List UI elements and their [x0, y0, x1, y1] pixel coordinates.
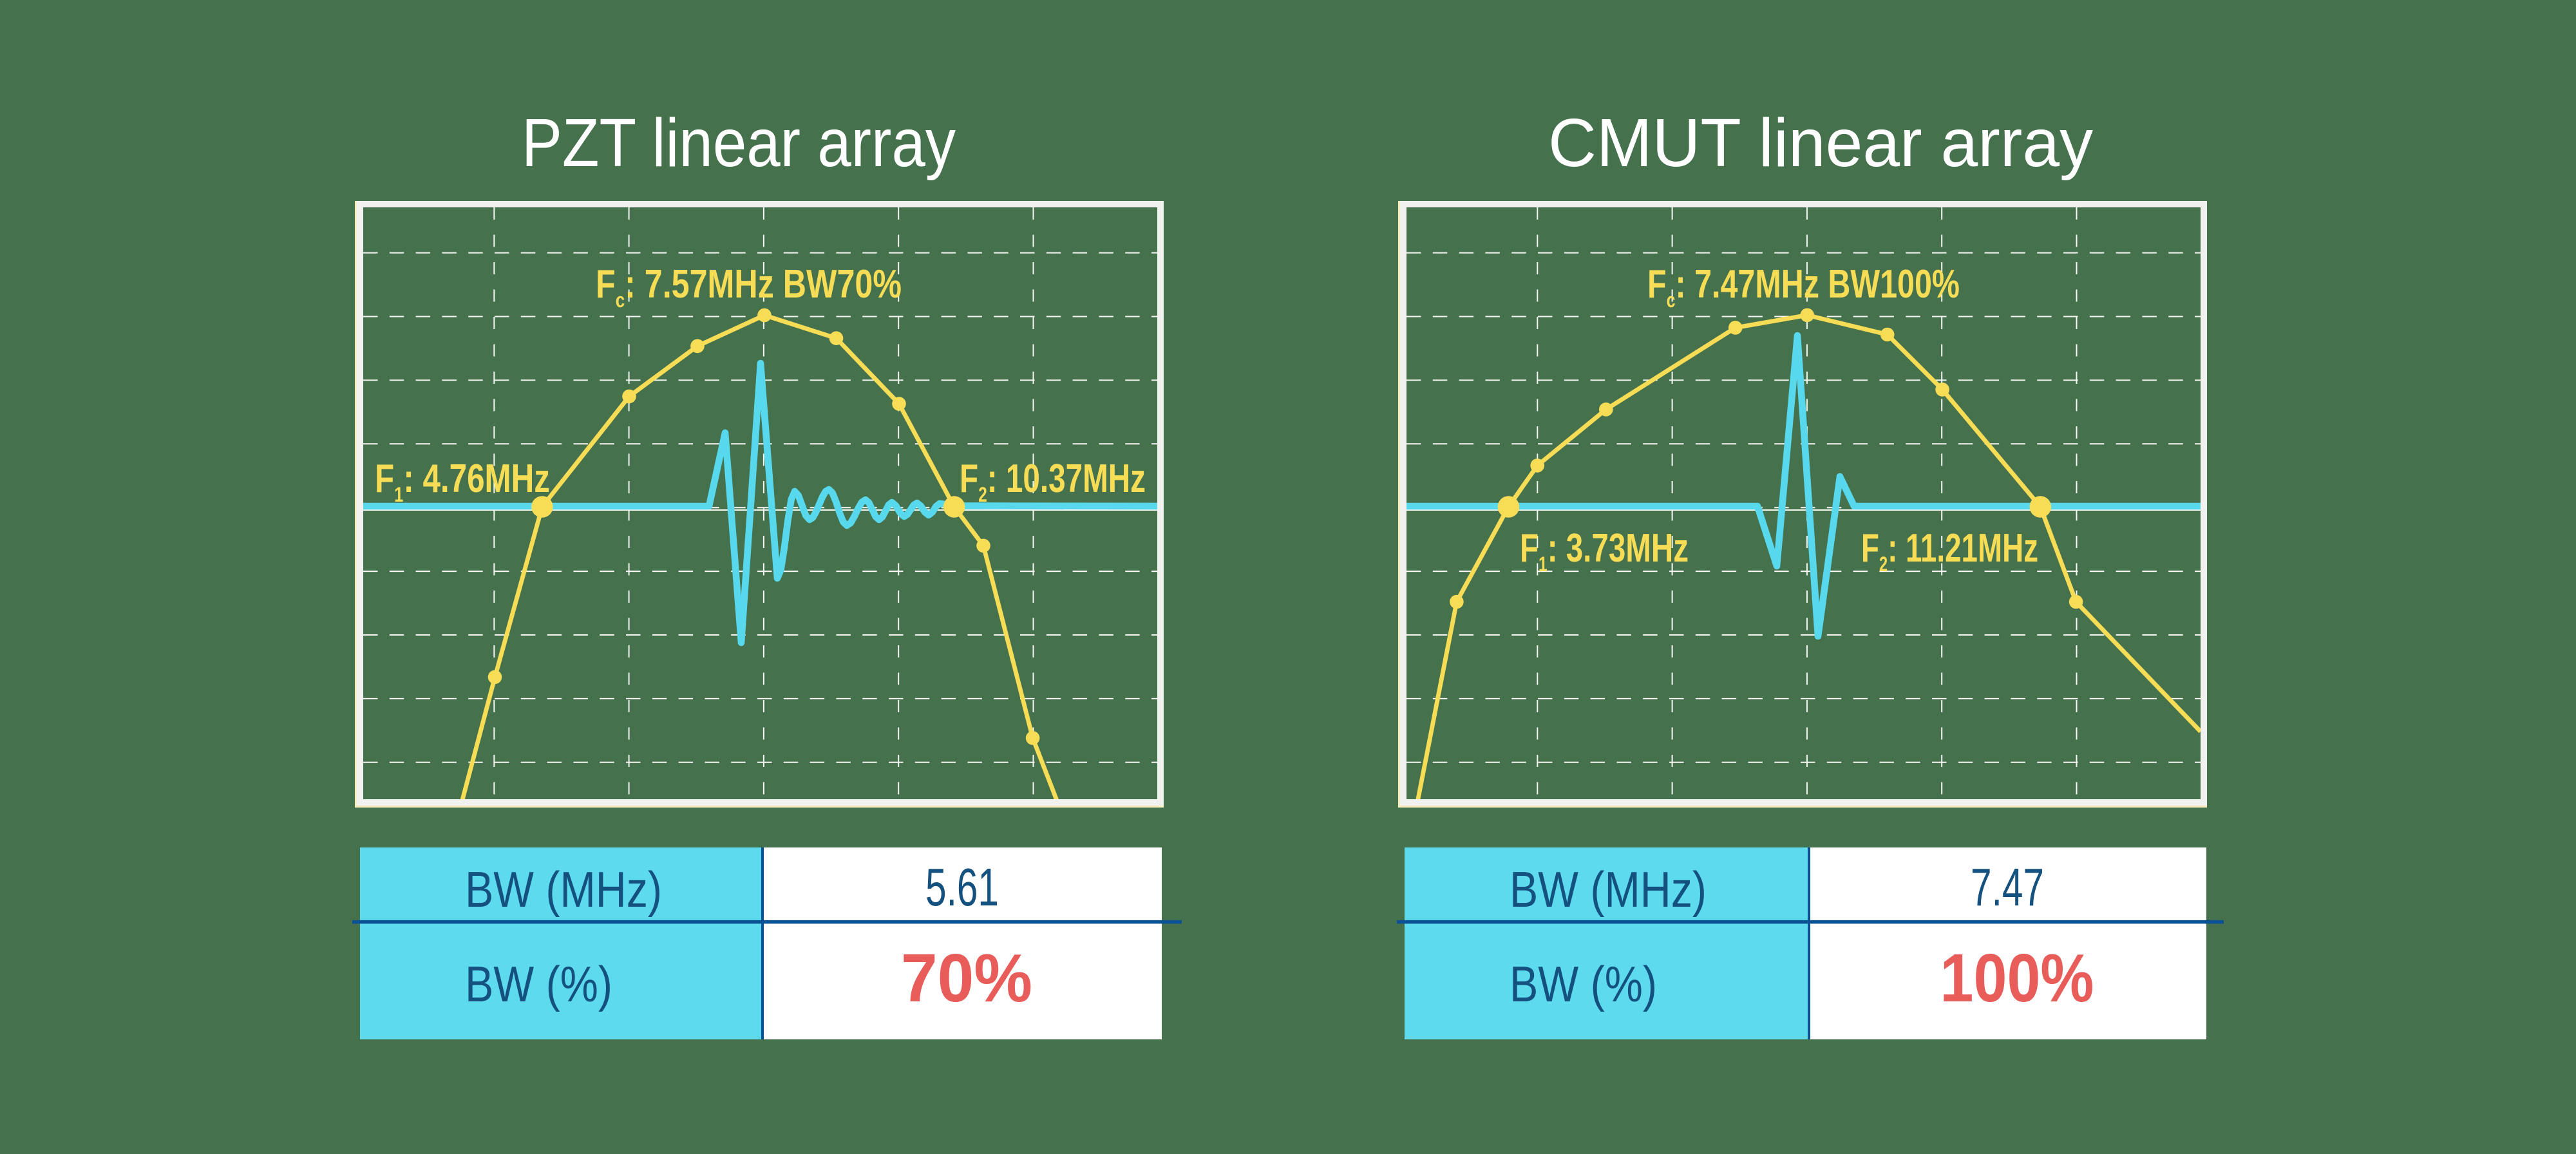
- svg-text:BW (%): BW (%): [1510, 956, 1657, 1012]
- svg-text:F2: 11.21MHz: F2: 11.21MHz: [1861, 526, 2038, 576]
- svg-text:5.61: 5.61: [925, 857, 999, 917]
- svg-text:70%: 70%: [901, 940, 1032, 1016]
- svg-text:BW (%): BW (%): [465, 956, 612, 1012]
- svg-text:F1: 3.73MHz: F1: 3.73MHz: [1520, 526, 1689, 576]
- svg-text:F1: 4.76MHz: F1: 4.76MHz: [375, 457, 550, 506]
- svg-text:CMUT linear array: CMUT linear array: [1548, 105, 2093, 181]
- svg-text:Fc: 7.57MHz BW70%: Fc: 7.57MHz BW70%: [596, 262, 902, 312]
- svg-text:BW (MHz): BW (MHz): [465, 861, 662, 918]
- svg-text:F2: 10.37MHz: F2: 10.37MHz: [960, 457, 1146, 506]
- svg-text:100%: 100%: [1940, 940, 2094, 1016]
- svg-text:7.47: 7.47: [1971, 857, 2044, 917]
- svg-text:PZT linear array: PZT linear array: [522, 105, 956, 181]
- svg-text:Fc: 7.47MHz BW100%: Fc: 7.47MHz BW100%: [1647, 262, 1960, 312]
- svg-text:BW (MHz): BW (MHz): [1510, 861, 1707, 918]
